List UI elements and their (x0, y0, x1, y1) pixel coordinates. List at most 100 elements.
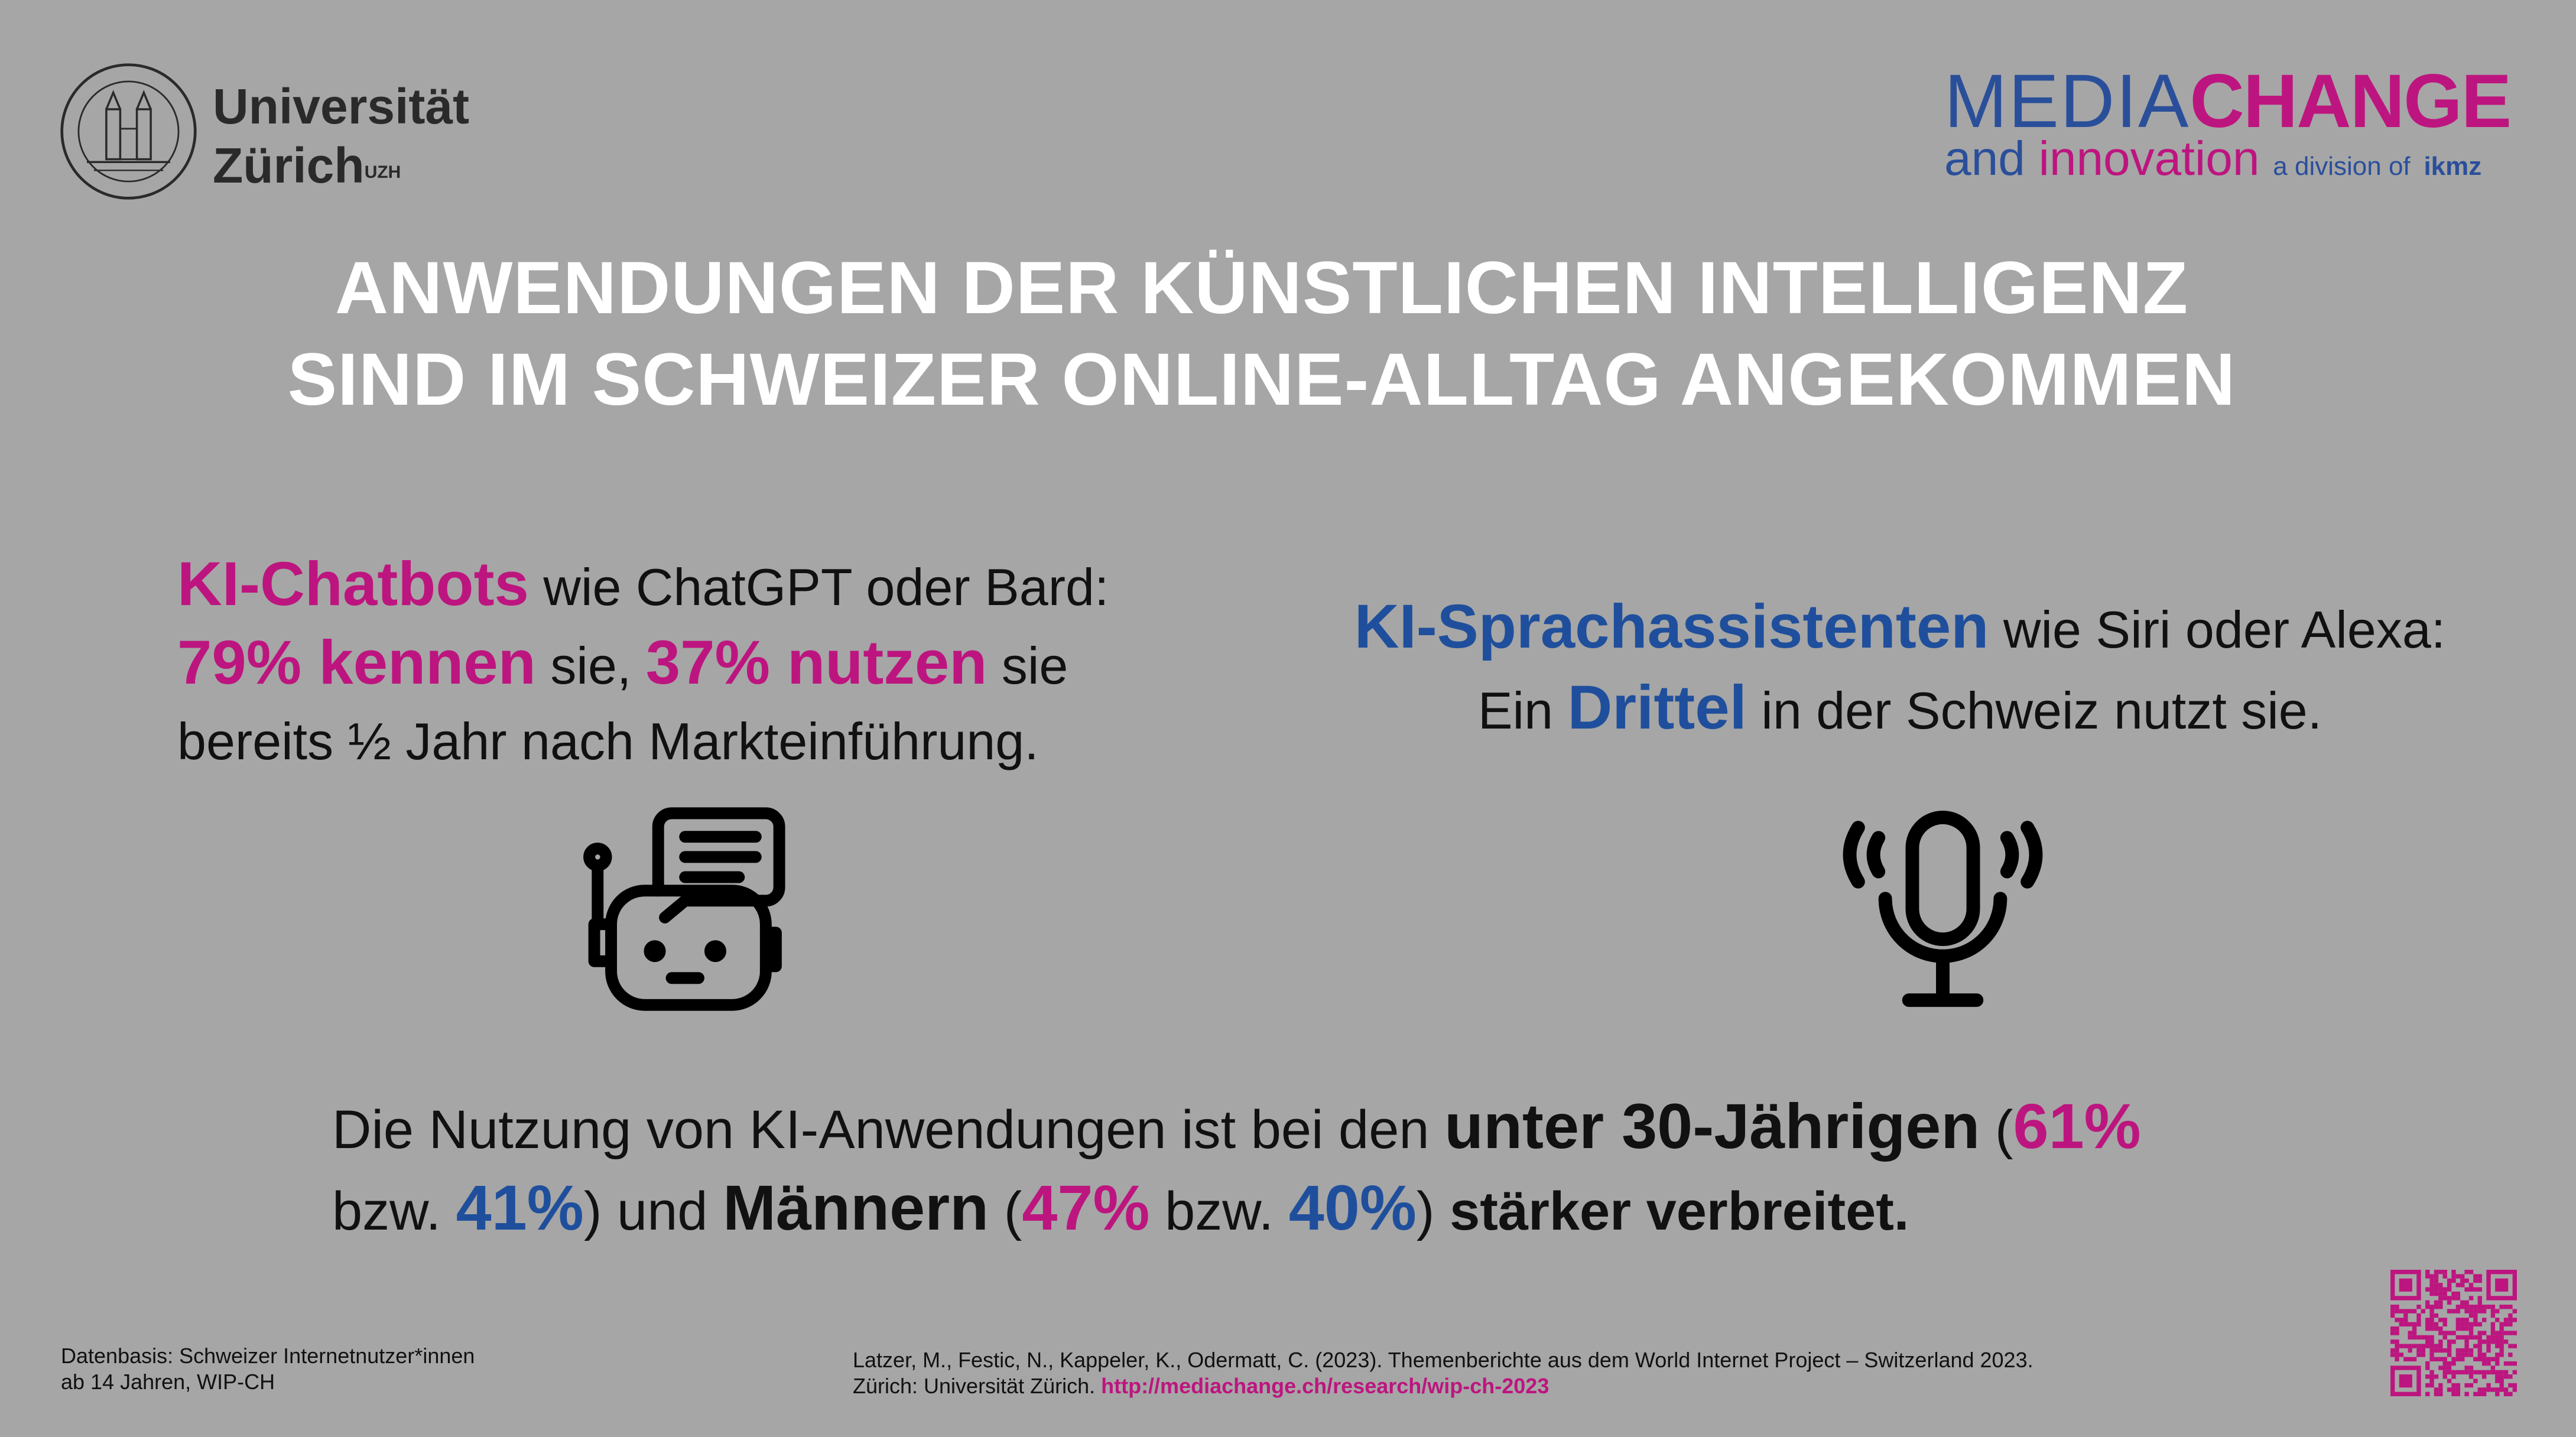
qr-module (2438, 1283, 2443, 1288)
university-name: Universität ZürichUZH (213, 77, 469, 195)
qr-module (2395, 1326, 2399, 1331)
qr-module (2455, 1387, 2461, 1392)
qr-module (2468, 1348, 2474, 1353)
qr-module (2468, 1305, 2474, 1309)
qr-module (2447, 1366, 2452, 1370)
qr-module (2425, 1344, 2430, 1348)
title-line1: ANWENDUNGEN DER KÜNSTLICHEN INTELLIGENZ (334, 247, 2189, 329)
qr-module (2447, 1309, 2452, 1314)
qr-module (2403, 1357, 2408, 1361)
qr-module (2390, 1326, 2395, 1331)
qr-module (2421, 1348, 2426, 1353)
qr-module (2438, 1318, 2443, 1322)
qr-module (2429, 1318, 2434, 1322)
qr-module (2421, 1344, 2426, 1348)
summary-stronger: stärker verbreitet. (1450, 1181, 1909, 1241)
qr-module (2442, 1296, 2447, 1301)
qr-module (2455, 1335, 2461, 1340)
qr-module (2473, 1274, 2478, 1279)
qr-module (2438, 1340, 2443, 1344)
qr-module (2460, 1357, 2465, 1361)
qr-module (2438, 1357, 2443, 1361)
qr-module (2408, 1309, 2412, 1314)
qr-module (2408, 1331, 2412, 1335)
qr-module (2495, 1340, 2500, 1344)
qr-module (2442, 1370, 2447, 1375)
qr-module (2399, 1318, 2404, 1322)
qr-module (2495, 1318, 2500, 1322)
qr-module (2434, 1387, 2439, 1392)
qr-module (2499, 1387, 2504, 1392)
qr-module (2499, 1340, 2504, 1344)
qr-module (2425, 1366, 2430, 1370)
qr-module (2395, 1353, 2399, 1357)
qr-module (2429, 1322, 2434, 1327)
qr-module (2434, 1322, 2439, 1327)
qr-module (2473, 1392, 2478, 1396)
qr-module (2455, 1274, 2461, 1279)
source-link[interactable]: http://mediachange.ch/research/wip-ch-20… (1101, 1374, 1550, 1398)
qr-module (2464, 1353, 2469, 1357)
qr-module (2468, 1322, 2474, 1327)
qr-module (2408, 1335, 2412, 1340)
qr-module (2429, 1305, 2434, 1309)
qr-module (2455, 1357, 2461, 1361)
uzh-seal-logo (60, 63, 197, 200)
qr-module (2429, 1274, 2434, 1279)
qr-module (2468, 1287, 2474, 1292)
qr-module (2429, 1287, 2434, 1292)
qr-module (2481, 1357, 2487, 1361)
qr-module (2447, 1340, 2452, 1344)
qr-module (2508, 1374, 2513, 1379)
qr-module (2451, 1331, 2456, 1335)
qr-module (2477, 1353, 2482, 1357)
qr-module (2429, 1309, 2434, 1314)
qr-module (2438, 1296, 2443, 1301)
qr-module (2512, 1344, 2517, 1348)
summary-stat-47: 47% (1022, 1172, 1150, 1243)
qr-module (2464, 1340, 2469, 1344)
qr-module (2408, 1344, 2412, 1348)
qr-module (2508, 1318, 2513, 1322)
qr-module (2429, 1283, 2434, 1288)
qr-module (2473, 1309, 2478, 1314)
qr-module (2438, 1392, 2443, 1396)
qr-module (2464, 1344, 2469, 1348)
qr-module (2464, 1370, 2469, 1375)
qr-module (2490, 1331, 2496, 1335)
qr-module (2425, 1305, 2430, 1309)
qr-module (2438, 1305, 2443, 1309)
qr-module (2468, 1296, 2474, 1301)
qr-module (2468, 1270, 2474, 1275)
citation-line2: Zürich: Universität Zürich. (853, 1374, 1102, 1398)
chatbot-robot-icon (583, 807, 785, 1011)
qr-module (2455, 1296, 2461, 1301)
summary-t7: ) (1416, 1181, 1450, 1241)
qr-module (2390, 1331, 2395, 1335)
qr-module (2468, 1326, 2474, 1331)
summary-t1: Die Nutzung von KI-Anwendungen ist bei d… (332, 1100, 1445, 1160)
qr-module (2416, 1305, 2421, 1309)
qr-module (2438, 1291, 2443, 1296)
qr-module (2508, 1392, 2513, 1396)
university-line2: Zürich (213, 138, 365, 193)
qr-module (2429, 1348, 2434, 1353)
qr-module (2438, 1287, 2443, 1292)
qr-module (2442, 1322, 2447, 1327)
qr-module (2460, 1353, 2465, 1357)
qr-module (2442, 1270, 2447, 1275)
qr-code[interactable] (2390, 1270, 2517, 1396)
qr-module (2455, 1392, 2461, 1396)
qr-module (2508, 1313, 2513, 1318)
chatbots-use-stat: 37% nutzen (645, 628, 987, 697)
qr-module (2468, 1366, 2474, 1370)
qr-module (2442, 1331, 2447, 1335)
qr-module (2473, 1305, 2478, 1309)
qr-module (2408, 1357, 2412, 1361)
qr-module (2434, 1274, 2439, 1279)
qr-module (2390, 1353, 2395, 1357)
qr-module (2425, 1392, 2430, 1396)
qr-module (2512, 1387, 2517, 1392)
qr-module (2503, 1361, 2509, 1366)
qr-module (2464, 1366, 2469, 1370)
